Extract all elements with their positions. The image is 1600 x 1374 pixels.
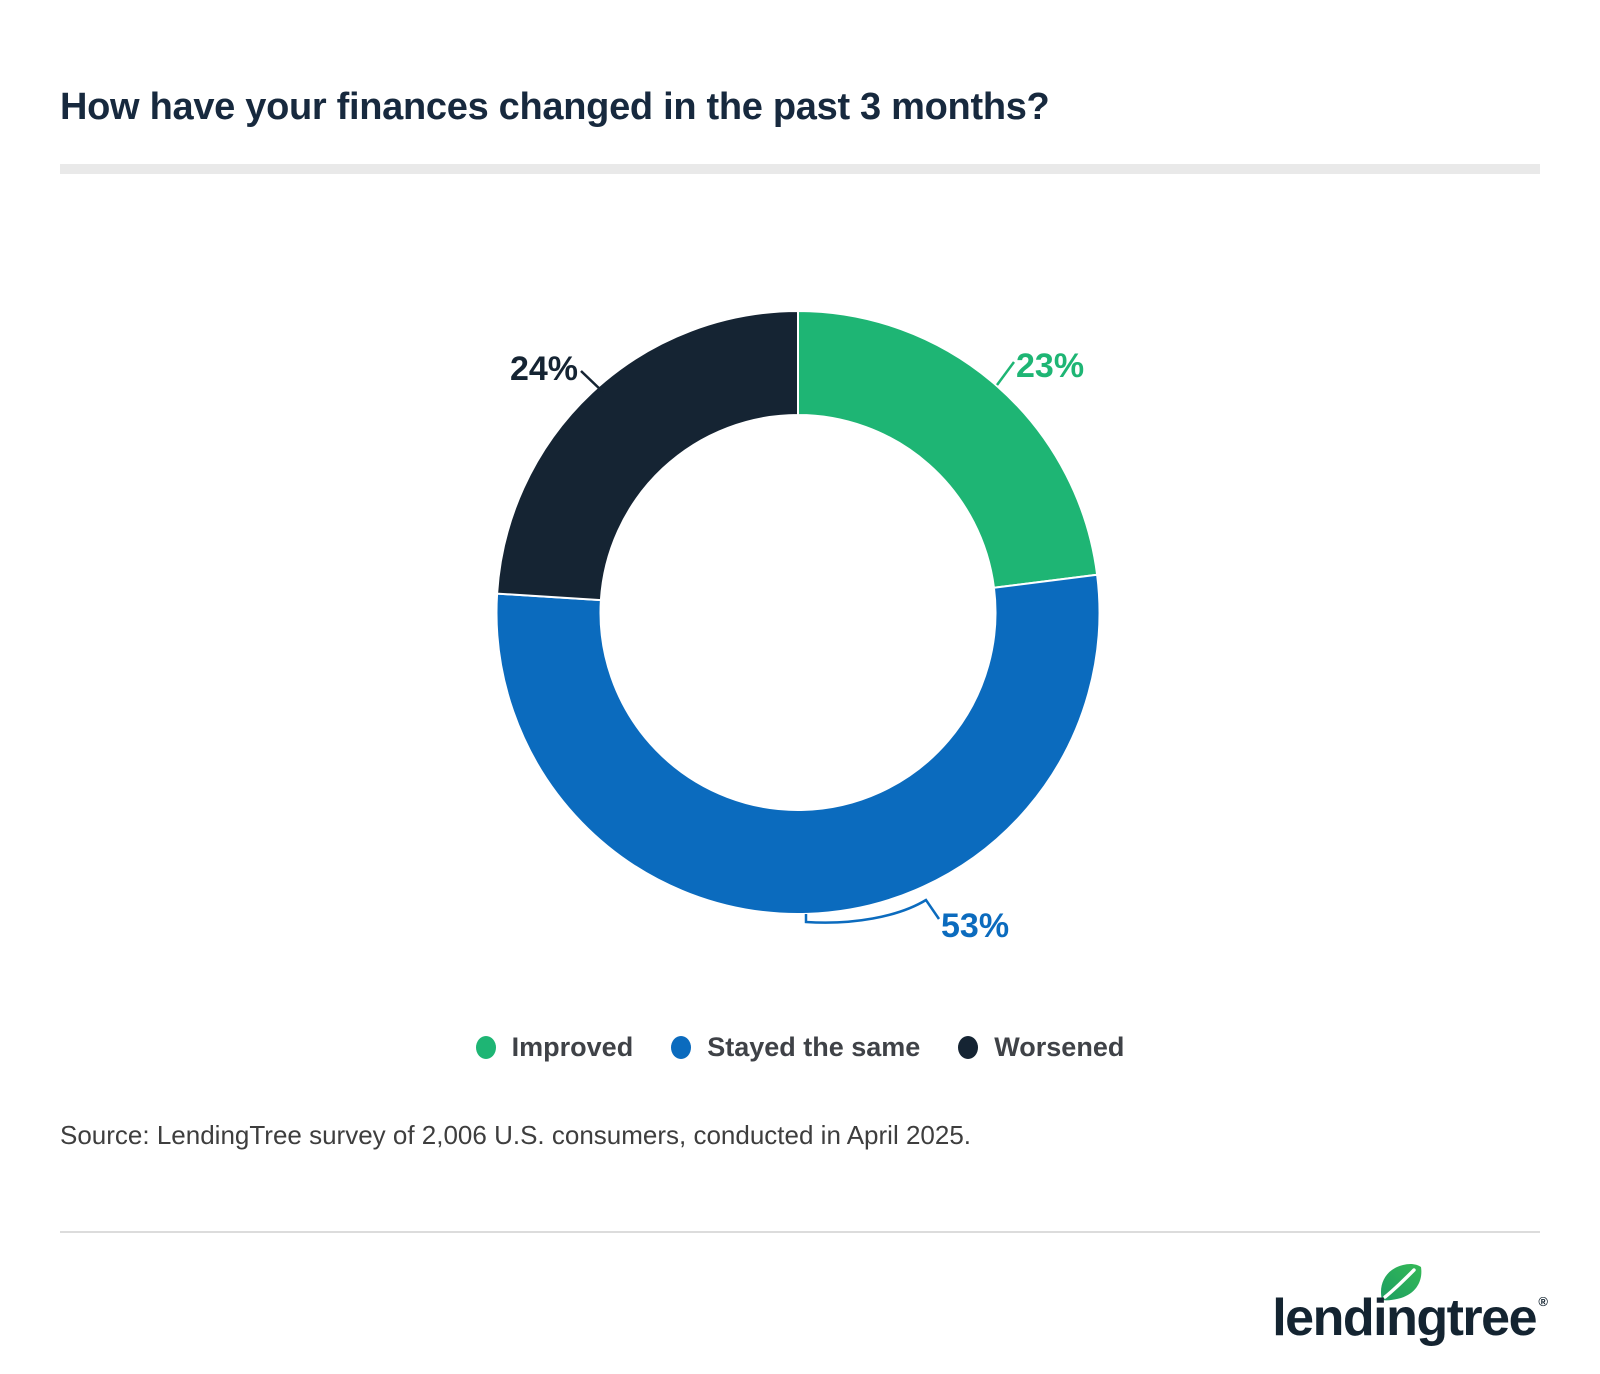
legend-label-stayed-the-same: Stayed the same [707, 1032, 921, 1062]
leader-line-improved [995, 361, 1016, 386]
legend-label-improved: Improved [511, 1032, 634, 1062]
legend-dot-improved [475, 1036, 496, 1059]
lendingtree-logo: lendingtree ® [1250, 1262, 1550, 1344]
registered-trademark-icon: ® [1538, 1294, 1548, 1309]
legend-dot-stayed-the-same [671, 1036, 692, 1059]
donut-segment-worsened [496, 309, 799, 602]
chart-title: How have your finances changed in the pa… [60, 86, 1050, 128]
lendingtree-leaf-icon [1380, 1263, 1422, 1301]
label-worsened-percent: 24% [510, 350, 578, 388]
footer-divider [60, 1231, 1540, 1233]
leader-line-stayed-the-same [804, 898, 941, 924]
source-note: Source: LendingTree survey of 2,006 U.S.… [60, 1120, 972, 1150]
logo-text: lendingtree [1272, 1289, 1537, 1347]
legend-dot-worsened [958, 1036, 979, 1059]
donut-segments [495, 309, 1101, 915]
donut-chart: 24% 23% 53% [495, 309, 1101, 945]
chart-legend: Improved Stayed the same Worsened [0, 1032, 1600, 1063]
leader-line-worsened [580, 370, 604, 393]
legend-label-worsened: Worsened [994, 1032, 1125, 1062]
donut-segment-stayed-the-same [495, 573, 1101, 915]
label-improved-percent: 23% [1016, 347, 1084, 385]
label-stayed-the-same-percent: 53% [941, 907, 1009, 945]
legend-item-improved: Improved [475, 1032, 634, 1063]
legend-item-worsened: Worsened [958, 1032, 1124, 1063]
legend-item-stayed-the-same: Stayed the same [671, 1032, 920, 1063]
title-divider [60, 164, 1540, 174]
donut-segment-improved [797, 309, 1099, 589]
